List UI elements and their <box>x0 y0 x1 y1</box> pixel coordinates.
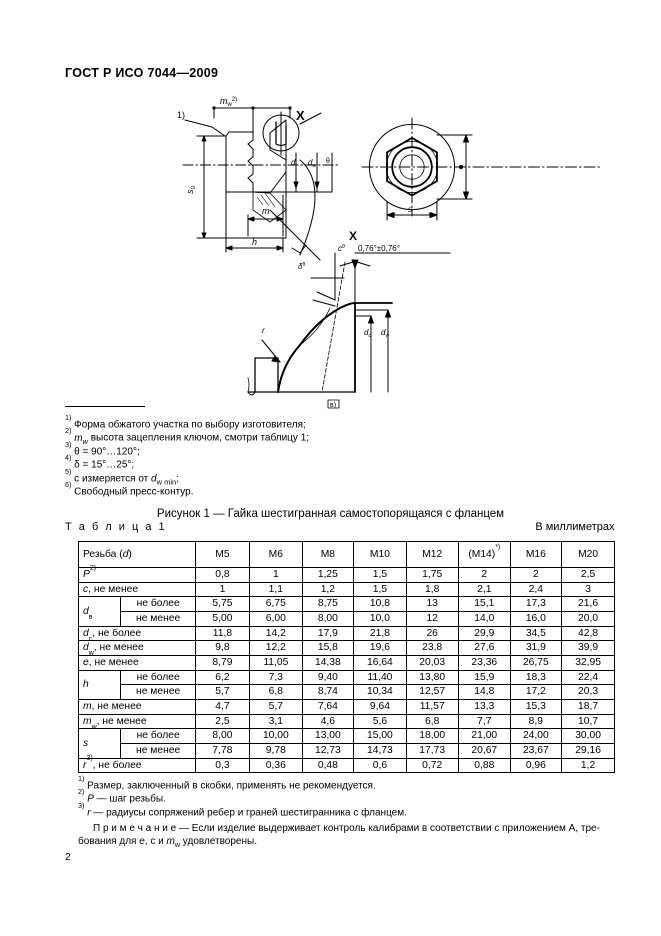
svg-text:d: d <box>291 158 296 167</box>
svg-text:mw2): mw2) <box>220 96 237 108</box>
svg-text:m: m <box>262 206 270 216</box>
svg-text:θ: θ <box>326 158 330 165</box>
svg-text:cθ: cθ <box>338 244 345 253</box>
svg-text:h: h <box>252 237 257 247</box>
svg-text:r: r <box>262 326 265 335</box>
svg-text:s: s <box>408 205 412 214</box>
svg-text:1): 1) <box>177 110 185 120</box>
svg-text:X: X <box>296 108 305 123</box>
svg-text:X: X <box>349 229 357 243</box>
svg-text:δθ: δθ <box>298 262 305 271</box>
svg-text:s0: s0 <box>185 185 197 194</box>
svg-text:dc: dc <box>364 328 371 339</box>
svg-text:0,76°±0,76°: 0,76°±0,76° <box>358 244 400 253</box>
svg-text:dw: dw <box>308 158 316 169</box>
